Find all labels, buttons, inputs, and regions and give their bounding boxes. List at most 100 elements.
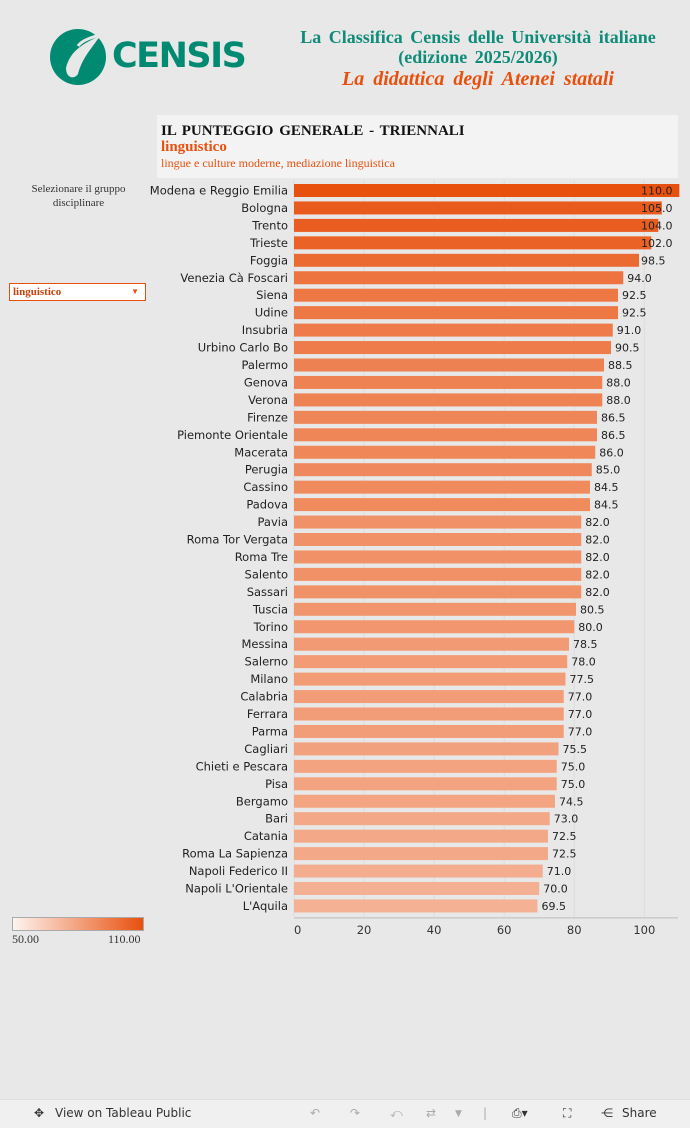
bar[interactable] [294,847,548,861]
bar[interactable] [294,201,662,215]
bar[interactable] [294,463,592,477]
category-label: Genova [244,375,288,389]
category-label: Verona [248,393,288,407]
data-label: 86.5 [601,429,626,442]
bar[interactable] [294,742,559,756]
refresh-icon[interactable]: ⇄ [426,1106,437,1120]
bar[interactable] [294,428,598,442]
data-label: 74.5 [559,795,584,808]
data-label: 82.0 [585,516,610,529]
bar[interactable] [294,690,564,704]
logo-wordmark: CENSIS [112,36,247,76]
censis-logo [50,29,107,85]
refresh-dropdown-icon[interactable]: ▼ [455,1109,462,1119]
category-label: Firenze [247,410,288,424]
data-label: 94.0 [627,272,652,285]
category-label: Pavia [257,515,288,529]
bar[interactable] [294,271,624,285]
category-label: L'Aquila [243,899,288,913]
bar[interactable] [294,585,582,599]
bar[interactable] [294,829,548,843]
bar[interactable] [294,218,659,232]
group-dropdown-value: linguistico [13,286,62,298]
header-subtitle: La didattica degli Atenei statali [342,68,614,90]
x-tick-label: 100 [633,923,655,937]
category-label: Napoli L'Orientale [185,882,288,896]
category-label: Perugia [245,463,288,477]
bar[interactable] [294,777,557,791]
color-legend-bar [12,917,144,931]
data-label: 78.5 [573,638,598,651]
x-tick-label: 20 [357,923,372,937]
bar[interactable] [294,724,564,738]
data-label: 77.0 [568,708,593,721]
share-button[interactable]: Share [622,1106,657,1120]
category-label: Piemonte Orientale [177,428,288,442]
group-dropdown[interactable]: linguistico ▼ [9,283,146,301]
fullscreen-icon[interactable]: ⛶ [563,1106,572,1120]
bar[interactable] [294,620,575,634]
category-label: Siena [256,288,288,302]
bar[interactable] [294,445,596,459]
bar[interactable] [294,864,543,878]
category-label: Messina [241,637,288,651]
data-label: 82.0 [585,551,610,564]
view-on-tableau-link[interactable]: View on Tableau Public [55,1106,192,1120]
category-label: Roma La Sapienza [182,847,288,861]
undo-icon[interactable]: ↶ [310,1106,321,1120]
bar[interactable] [294,288,619,302]
bar-chart: Modena e Reggio Emilia 110.0 Bologna 105.0 T… [150,180,680,937]
data-label: 71.0 [547,865,572,878]
revert-icon[interactable]: ⤺ [390,1106,403,1120]
bar[interactable] [294,184,680,197]
bar[interactable] [294,655,568,669]
bar[interactable] [294,759,557,773]
download-icon[interactable]: ⎙▾ [512,1106,528,1120]
data-label: 88.5 [608,359,633,372]
x-tick-label: 60 [497,923,512,937]
redo-icon[interactable]: ↷ [350,1106,361,1120]
data-label: 88.0 [606,394,631,407]
bar[interactable] [294,707,564,721]
bar[interactable] [294,358,605,372]
category-label: Modena e Reggio Emilia [150,184,288,198]
bar[interactable] [294,323,613,337]
bar[interactable] [294,253,640,267]
category-label: Roma Tor Vergata [187,533,288,547]
data-label: 110.0 [641,185,673,198]
category-label: Trieste [249,236,288,250]
category-label: Udine [255,306,288,320]
category-label: Milano [250,672,288,686]
bar[interactable] [294,515,582,529]
bar[interactable] [294,393,603,407]
share-icon[interactable]: ⋲ [601,1106,613,1120]
bar[interactable] [294,410,598,424]
data-label: 77.5 [569,673,594,686]
category-label: Ferrara [247,707,288,721]
bar[interactable] [294,794,555,808]
bar[interactable] [294,672,566,686]
bar[interactable] [294,882,540,895]
data-label: 75.0 [561,778,586,791]
bar[interactable] [294,236,652,250]
data-label: 104.0 [641,219,673,232]
bar[interactable] [294,341,612,355]
category-label: Roma Tre [235,550,288,564]
bar[interactable] [294,480,591,494]
bar[interactable] [294,567,582,581]
bar[interactable] [294,602,576,616]
bar[interactable] [294,637,569,651]
bar[interactable] [294,812,550,826]
chart-group: linguistico [161,139,227,155]
bar[interactable] [294,306,619,320]
category-label: Palermo [242,358,289,372]
bar[interactable] [294,375,603,389]
bar[interactable] [294,899,538,913]
bar[interactable] [294,533,582,546]
bar[interactable] [294,498,591,512]
bar[interactable] [294,550,582,564]
category-label: Venezia Cà Foscari [180,271,288,285]
chart-subtitle: lingue e culture moderne, mediazione lin… [161,156,395,170]
x-tick-label: 40 [427,923,442,937]
x-tick-label: 80 [567,923,582,937]
